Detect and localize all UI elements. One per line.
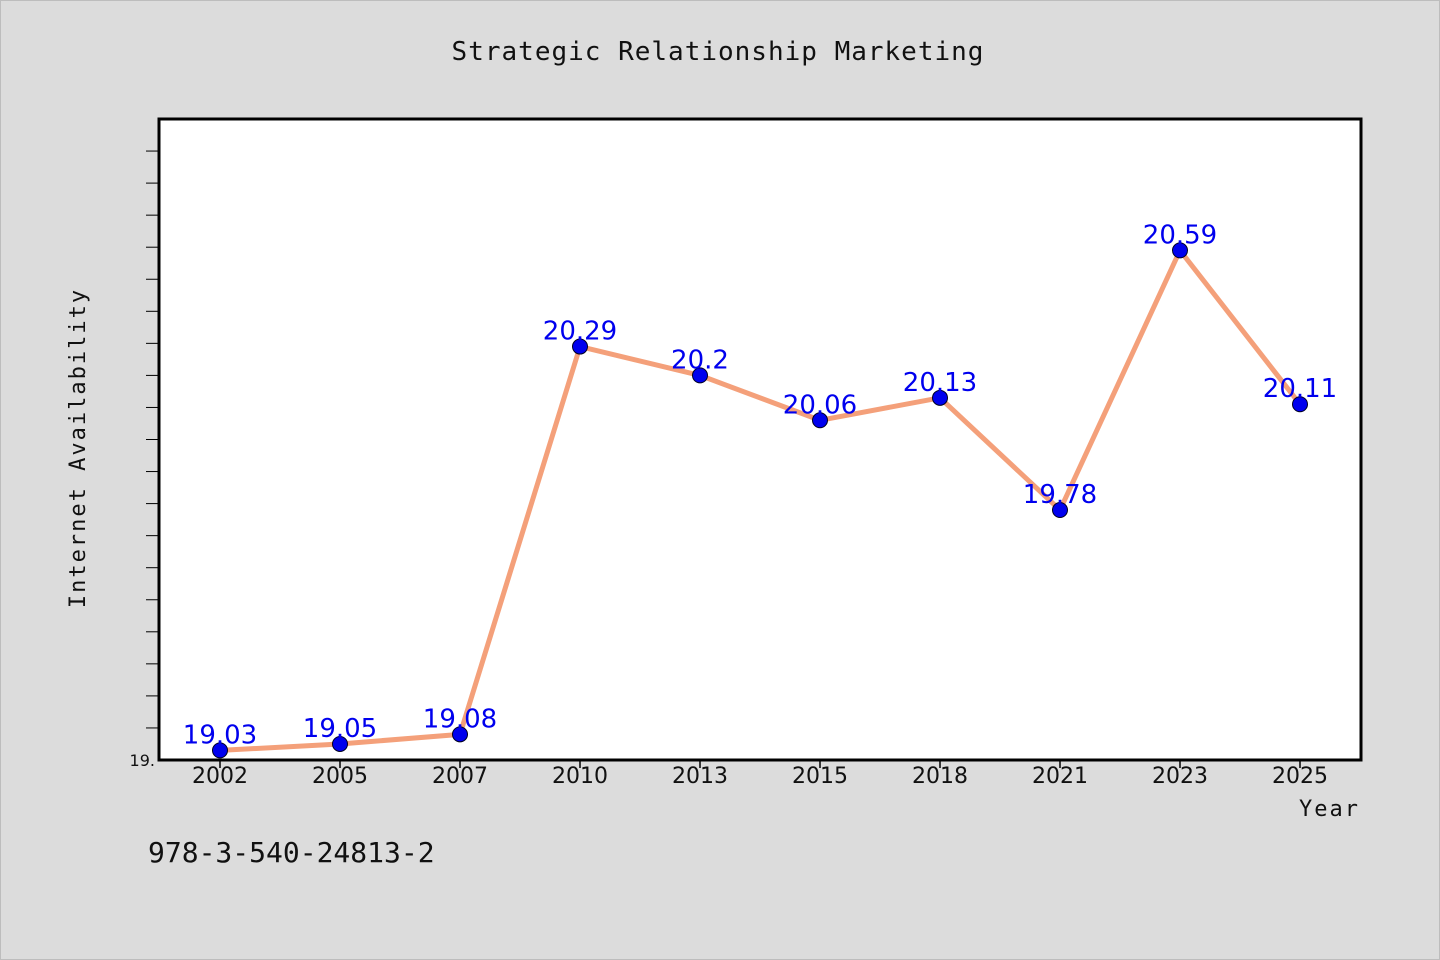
y-axis-ticks <box>146 150 159 729</box>
data-label: 19.78 <box>1023 480 1097 510</box>
data-point <box>692 367 708 384</box>
data-point <box>932 389 948 406</box>
x-tick-label: 2015 <box>792 764 848 789</box>
x-tick-label: 2025 <box>1272 764 1328 789</box>
x-tick-label: 2018 <box>912 764 968 789</box>
x-axis-ticks <box>219 760 1301 768</box>
data-point <box>1052 502 1068 519</box>
y-axis-label: Internet Availability <box>66 288 91 608</box>
x-axis-tick-labels: 2002 2005 2007 2010 2013 2015 2018 2021 2023 2025 <box>192 764 1328 789</box>
series-group: 19.03 19.05 19.08 20.29 20.2 20.06 20.13 19.78 2… <box>183 220 1337 759</box>
isbn-footnote: 978-3-540-24813-2 <box>148 836 435 869</box>
data-label: 20.29 <box>543 317 617 347</box>
chart-title: Strategic Relationship Marketing <box>452 37 985 67</box>
x-tick-label: 2007 <box>432 764 488 789</box>
data-label: 20.2 <box>671 345 729 375</box>
data-point <box>452 726 468 743</box>
data-point <box>1292 396 1308 413</box>
data-label: 20.13 <box>903 368 977 398</box>
series-line <box>217 247 1303 753</box>
data-label: 19.05 <box>303 714 377 744</box>
data-point <box>212 742 228 759</box>
y-tick-label: 19. <box>130 751 155 770</box>
data-label: 20.06 <box>783 390 857 420</box>
x-tick-label: 2002 <box>192 764 248 789</box>
data-point <box>1172 242 1188 259</box>
data-label: 20.11 <box>1263 374 1337 404</box>
x-tick-label: 2021 <box>1032 764 1088 789</box>
x-tick-label: 2023 <box>1152 764 1208 789</box>
x-tick-label: 2013 <box>672 764 728 789</box>
x-tick-label: 2010 <box>552 764 608 789</box>
data-label: 20.59 <box>1143 220 1217 250</box>
data-label: 19.03 <box>183 720 257 750</box>
x-axis-label: Year <box>1299 797 1360 822</box>
data-point <box>812 412 828 429</box>
plot-area <box>157 117 1363 762</box>
data-point <box>332 735 348 752</box>
data-point <box>572 338 588 355</box>
data-label: 19.08 <box>423 704 497 734</box>
x-tick-label: 2005 <box>312 764 368 789</box>
